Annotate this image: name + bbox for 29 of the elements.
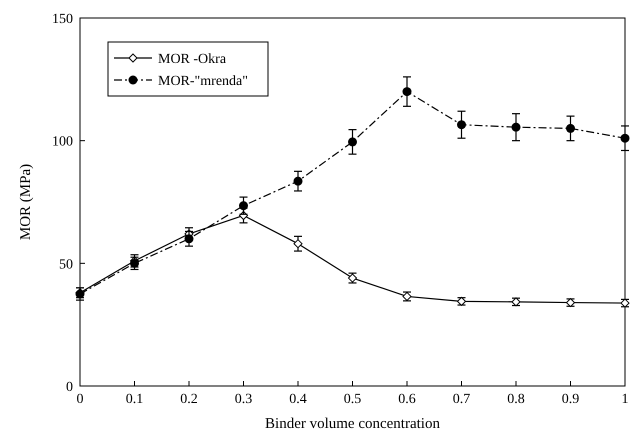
x-tick-label: 1 [622,392,628,407]
x-tick-label: 0.2 [180,392,198,407]
x-tick-label: 0.9 [562,392,580,407]
point [239,201,248,210]
legend-label: MOR -Okra [158,52,227,67]
x-tick-label: 0.5 [344,392,362,407]
x-tick-label: 0.7 [452,392,470,407]
point [184,234,194,244]
point [457,120,466,130]
point [294,239,302,248]
y-tick-label: 0 [66,380,73,395]
point [402,87,412,96]
point [512,122,520,132]
x-tick-label: 0.4 [289,392,307,407]
x-tick-label: 0.1 [126,392,144,407]
x-tick-label: 0.6 [398,392,416,407]
x-tick-label: 0.3 [234,392,252,407]
x-tick-label: 0 [76,392,84,407]
x-tick-label: 0.8 [507,392,525,407]
y-tick-label: 150 [52,12,73,27]
point [348,137,357,146]
y-tick-label: 50 [59,257,73,272]
point [566,124,575,133]
point [294,176,302,186]
y-axis-title: MOR (MPa) [18,164,34,240]
x-axis-title: Binder volume concentration [265,416,440,432]
y-tick-label: 100 [52,134,73,150]
legend-label: MOR-"mrenda" [158,74,248,89]
point [620,134,630,143]
